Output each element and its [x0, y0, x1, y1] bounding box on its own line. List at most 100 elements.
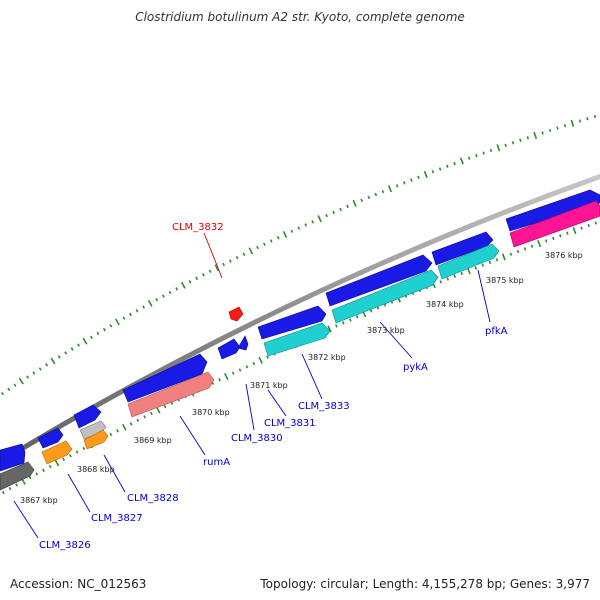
- feature-block-clm-3827[interactable]: [41, 440, 73, 465]
- gene-label-clm-3826[interactable]: CLM_3826: [39, 540, 91, 551]
- scale-tick: [0, 391, 4, 396]
- feature-block-clm-3828[interactable]: [83, 429, 109, 450]
- gene-label-clm-3828[interactable]: CLM_3828: [127, 493, 179, 504]
- feature-block-clm-3826[interactable]: [0, 461, 35, 491]
- scale-tick: [238, 368, 242, 372]
- scale-tick: [417, 175, 420, 179]
- gene-arrow-clm-3833[interactable]: [257, 305, 327, 340]
- feature-block-clm-3833[interactable]: [263, 322, 331, 357]
- scale-tick: [376, 306, 380, 310]
- scale-tick: [122, 316, 126, 320]
- scale-tick: [13, 383, 17, 387]
- scale-tick: [594, 221, 598, 225]
- feature-block-pfka[interactable]: [437, 243, 500, 280]
- scale-tick: [544, 239, 548, 243]
- scale-tick: [201, 273, 205, 277]
- gene-arrow-next[interactable]: [505, 189, 600, 232]
- scale-tick: [335, 324, 338, 328]
- scale-tick: [188, 280, 192, 284]
- scale-tick: [175, 287, 179, 291]
- feature-block-ruma[interactable]: [127, 371, 215, 418]
- gene-label-pfka[interactable]: pfkA: [485, 326, 508, 337]
- gene-arrow-clm-3826[interactable]: [0, 443, 26, 472]
- scale-tick: [563, 124, 567, 128]
- leader-clm-3828: [103, 454, 126, 493]
- gene-label-ruma[interactable]: rumA: [203, 457, 230, 468]
- scale-tick: [504, 143, 507, 147]
- leader-clm-3833: [301, 353, 323, 400]
- scale-tick: [245, 365, 249, 369]
- gene-label-clm-3833[interactable]: CLM_3833: [298, 401, 350, 412]
- scale-tick: [266, 355, 269, 359]
- scale-tick: [77, 343, 80, 347]
- gene-arrow-pyka[interactable]: [325, 254, 433, 307]
- scale-tick: [116, 429, 119, 433]
- gene-label-clm-3830[interactable]: CLM_3830: [231, 433, 283, 444]
- scale-tick: [256, 245, 259, 250]
- scale-tick: [530, 244, 534, 248]
- scale-tick: [467, 156, 471, 160]
- scale-tick: [402, 181, 406, 185]
- gene-arrow-clm-3830[interactable]: [217, 338, 241, 360]
- scale-tick: [495, 258, 499, 262]
- scale-tick: [248, 247, 254, 255]
- scale-tick: [511, 141, 515, 145]
- scale-tick: [50, 357, 56, 365]
- scale-tick: [57, 355, 61, 359]
- scale-tick: [168, 290, 172, 295]
- scale-tick: [439, 280, 443, 284]
- scale-tick: [556, 126, 559, 130]
- scale-tick: [90, 335, 93, 339]
- inner-tick-ring: [1, 221, 598, 495]
- gene-label-clm-3827[interactable]: CLM_3827: [91, 513, 143, 524]
- feature-block-clm-3828-top[interactable]: [79, 420, 107, 440]
- scale-tick: [54, 459, 60, 467]
- scale-tick: [369, 309, 373, 313]
- scale-tick: [339, 207, 342, 212]
- gene-label-pyka[interactable]: pykA: [403, 362, 428, 373]
- scale-tick: [75, 450, 79, 454]
- scale-tick: [410, 178, 413, 182]
- scale-tick: [533, 131, 538, 139]
- scale-tick: [45, 363, 49, 367]
- scale-tick: [297, 226, 301, 230]
- scale-tick: [8, 487, 12, 491]
- feature-block-next[interactable]: [509, 200, 600, 248]
- scale-tick: [489, 148, 493, 153]
- gene-label-clm-3832[interactable]: CLM_3832: [172, 222, 224, 233]
- gene-arrow-clm-3828[interactable]: [73, 404, 102, 429]
- scale-tick: [593, 114, 597, 119]
- scale-tick: [474, 266, 478, 270]
- scale-tick: [26, 375, 30, 379]
- gene-arrow-clm-3831[interactable]: [237, 335, 249, 351]
- gene-arrow-pfka[interactable]: [431, 231, 494, 266]
- scale-tick: [580, 226, 583, 230]
- scale-tick: [62, 457, 66, 461]
- scale-tick: [387, 185, 393, 193]
- scale-tick: [1, 490, 5, 495]
- gene-label-clm-3831[interactable]: CLM_3831: [264, 418, 316, 429]
- scale-tick: [346, 204, 349, 209]
- feature-block-pyka[interactable]: [331, 269, 439, 324]
- scale-tick: [82, 446, 86, 451]
- gene-arrow-ruma[interactable]: [122, 353, 208, 403]
- scale-tick: [235, 255, 239, 260]
- scale-tick: [42, 468, 45, 472]
- scale-tick: [96, 331, 100, 336]
- scale-tick: [327, 325, 332, 333]
- scale-tick: [352, 199, 357, 207]
- scale-tick: [438, 167, 442, 171]
- kbp-label: 3872 kbp: [308, 353, 346, 362]
- scale-tick: [552, 236, 555, 241]
- scale-tick: [70, 347, 74, 351]
- scale-tick: [304, 223, 308, 227]
- scale-tick: [180, 281, 186, 289]
- scale-tick: [488, 260, 492, 265]
- gene-arrow-clm-3832[interactable]: [228, 306, 244, 322]
- gene-arrow-clm-3827[interactable]: [37, 427, 64, 449]
- scale-tick: [541, 131, 544, 135]
- scale-tick: [263, 242, 266, 246]
- scale-tick: [431, 170, 435, 174]
- scale-tick: [231, 371, 235, 375]
